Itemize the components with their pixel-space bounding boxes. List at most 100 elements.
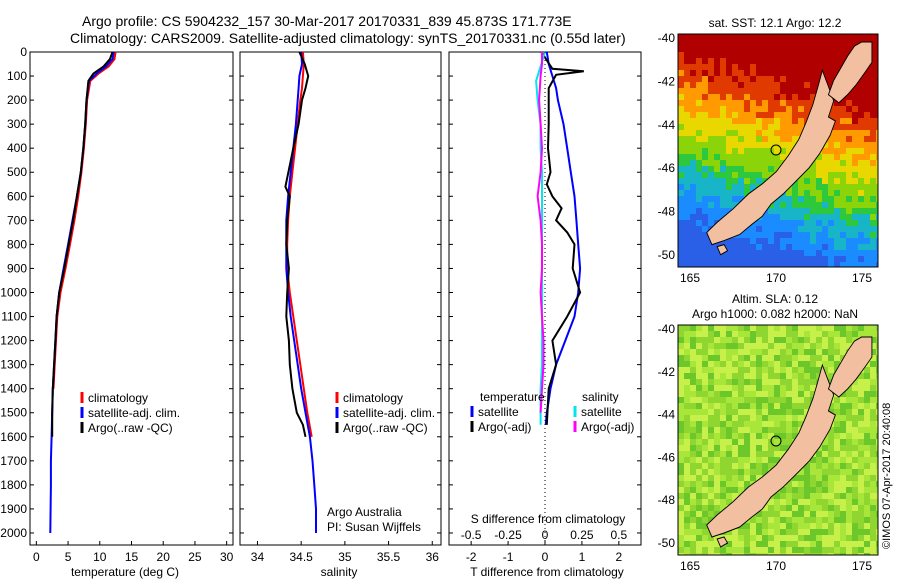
- map-cell: [714, 403, 720, 409]
- map-cell: [798, 331, 804, 337]
- map-cell: [726, 355, 732, 361]
- map-cell: [690, 397, 696, 403]
- map-cell: [798, 547, 804, 553]
- map-cell: [798, 361, 804, 367]
- map-cell: [756, 124, 762, 130]
- map-cell: [804, 355, 810, 361]
- map-cell: [678, 232, 684, 238]
- map-cell: [684, 427, 690, 433]
- y-tick-label: 100: [7, 69, 27, 83]
- map-cell: [804, 343, 810, 349]
- map-cell: [708, 94, 714, 100]
- map-cell: [834, 541, 840, 547]
- map-cell: [792, 244, 798, 250]
- credit-text: ©IMOS 07-Apr-2017 20:40:08: [881, 403, 893, 549]
- map-cell: [762, 553, 768, 555]
- map-cell: [702, 349, 708, 355]
- map-cell: [702, 94, 708, 100]
- map-cell: [792, 34, 798, 40]
- map-x-tick-label: 170: [766, 271, 786, 285]
- map-cell: [774, 148, 780, 154]
- map-cell: [852, 94, 858, 100]
- map-cell: [738, 196, 744, 202]
- map-cell: [720, 208, 726, 214]
- map-cell: [870, 220, 876, 226]
- map-cell: [858, 166, 864, 172]
- map-cell: [744, 40, 750, 46]
- map-cell: [726, 82, 732, 88]
- x-tick-label: 15: [125, 550, 139, 564]
- map-cell: [756, 244, 762, 250]
- map-cell: [786, 40, 792, 46]
- map-cell: [744, 397, 750, 403]
- map-cell: [858, 415, 864, 421]
- y-tick-label: 1800: [0, 478, 27, 492]
- map-cell: [792, 361, 798, 367]
- map-cell: [744, 379, 750, 385]
- map-cell: [804, 244, 810, 250]
- map-cell: [852, 142, 858, 148]
- map-cell: [840, 397, 846, 403]
- map-cell: [726, 403, 732, 409]
- map-cell: [858, 34, 864, 40]
- map-cell: [732, 361, 738, 367]
- map-cell: [678, 82, 684, 88]
- map-cell: [720, 463, 726, 469]
- map-cell: [762, 397, 768, 403]
- map-cell: [834, 46, 840, 52]
- x-tick-label: 30: [220, 550, 234, 564]
- map-cell: [678, 76, 684, 82]
- map-cell: [708, 100, 714, 106]
- map-cell: [840, 166, 846, 172]
- map-cell: [858, 148, 864, 154]
- map-cell: [828, 553, 834, 555]
- map-cell: [774, 355, 780, 361]
- map-cell: [678, 463, 684, 469]
- map-cell: [864, 511, 870, 517]
- map-cell: [726, 367, 732, 373]
- map-cell: [768, 499, 774, 505]
- map-cell: [864, 196, 870, 202]
- map-cell: [714, 547, 720, 553]
- map-cell: [708, 184, 714, 190]
- map-cell: [840, 202, 846, 208]
- map-cell: [678, 487, 684, 493]
- map-cell: [870, 52, 876, 58]
- map-cell: [720, 142, 726, 148]
- map-cell: [828, 40, 834, 46]
- map-cell: [726, 100, 732, 106]
- map-cell: [780, 385, 786, 391]
- map-cell: [720, 427, 726, 433]
- map-cell: [870, 238, 876, 244]
- map-cell: [696, 58, 702, 64]
- map-cell: [846, 226, 852, 232]
- map-cell: [780, 553, 786, 555]
- map-cell: [690, 112, 696, 118]
- map-cell: [852, 505, 858, 511]
- map-title: Altim. SLA: 0.12: [732, 292, 818, 306]
- map-cell: [696, 457, 702, 463]
- map-cell: [822, 64, 828, 70]
- map-cell: [786, 142, 792, 148]
- map-cell: [708, 547, 714, 553]
- map-cell: [696, 142, 702, 148]
- map-cell: [780, 208, 786, 214]
- map-cell: [720, 118, 726, 124]
- map-cell: [690, 70, 696, 76]
- map-cell: [768, 160, 774, 166]
- map-cell: [738, 166, 744, 172]
- map-cell: [780, 58, 786, 64]
- map-cell: [846, 34, 852, 40]
- map-cell: [828, 445, 834, 451]
- map-cell: [696, 469, 702, 475]
- map-cell: [708, 499, 714, 505]
- map-cell: [870, 244, 876, 250]
- map-cell: [684, 160, 690, 166]
- map-cell: [768, 58, 774, 64]
- map-cell: [774, 535, 780, 541]
- map-cell: [702, 262, 708, 267]
- map-cell: [738, 469, 744, 475]
- map-cell: [768, 118, 774, 124]
- map-cell: [792, 130, 798, 136]
- map-cell: [684, 343, 690, 349]
